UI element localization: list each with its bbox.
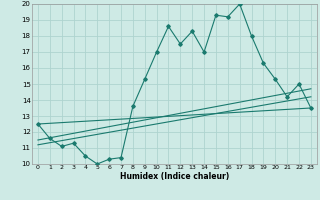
X-axis label: Humidex (Indice chaleur): Humidex (Indice chaleur) [120,172,229,181]
